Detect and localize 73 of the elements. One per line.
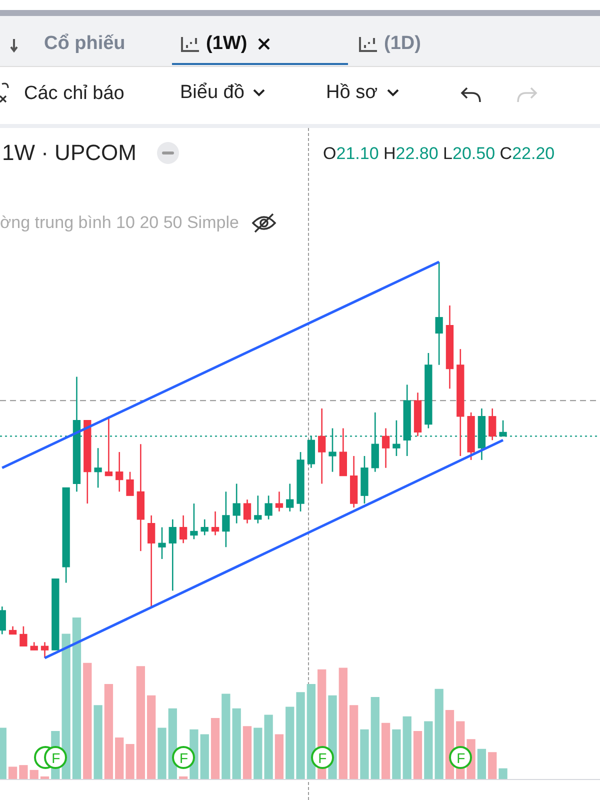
bar <box>328 695 337 780</box>
candlestick <box>275 490 284 512</box>
text: O21.10 H22.80 L20.50 C22.20 <box>323 144 555 163</box>
candlestick <box>286 483 294 512</box>
text: (1W) <box>206 33 248 55</box>
text: Hồ sơ <box>326 82 378 104</box>
chart-title: 1W · UPCOM <box>2 140 136 166</box>
bar <box>115 738 124 780</box>
candlestick <box>168 518 176 592</box>
candlestick <box>116 451 124 492</box>
bar <box>296 692 305 780</box>
candlestick <box>222 490 230 548</box>
bar <box>477 748 486 780</box>
bar <box>8 766 18 780</box>
bar <box>370 696 380 780</box>
candlestick <box>94 447 102 488</box>
bar <box>136 666 146 780</box>
bar <box>147 695 156 780</box>
text: Các chỉ báo <box>24 83 124 105</box>
bar <box>381 722 390 780</box>
bar <box>434 688 444 780</box>
bar <box>222 694 230 780</box>
candlestick <box>190 502 198 540</box>
bar <box>158 728 166 780</box>
bar <box>392 729 401 780</box>
bar <box>402 716 412 780</box>
candlestick <box>243 498 252 524</box>
candlestick <box>435 261 443 366</box>
bar <box>126 744 134 780</box>
candlestick <box>232 483 240 524</box>
bar <box>360 729 369 780</box>
bar <box>349 705 358 780</box>
candlestick <box>148 514 156 608</box>
bar <box>242 726 252 780</box>
candlestick <box>211 510 220 536</box>
candlestick <box>254 494 262 524</box>
annotation: F <box>44 746 68 769</box>
candlestick <box>20 626 28 647</box>
bar <box>83 662 92 780</box>
bar <box>413 731 422 780</box>
annotation: F <box>172 746 196 769</box>
bar <box>306 684 316 780</box>
bar <box>200 734 209 780</box>
bar <box>274 734 284 780</box>
candlestick <box>126 471 134 496</box>
bar <box>264 714 273 780</box>
candlestick <box>488 408 496 441</box>
bar <box>62 634 70 780</box>
annotation: F <box>310 746 334 769</box>
bar <box>19 765 28 780</box>
candlestick <box>200 518 208 536</box>
bar <box>488 752 497 780</box>
bar <box>498 768 508 780</box>
candlestick <box>179 514 188 544</box>
bar <box>254 728 262 780</box>
bar <box>210 718 220 780</box>
annotation: F <box>449 746 472 769</box>
candlestick <box>158 526 166 560</box>
text: ờng trung bình 10 20 50 Simple <box>0 213 239 233</box>
bar <box>424 721 433 780</box>
bar <box>286 706 294 780</box>
bar <box>338 668 348 780</box>
bar <box>104 684 114 780</box>
candlestick <box>318 408 326 484</box>
bar <box>94 705 102 780</box>
candlestick <box>382 428 390 469</box>
text: Cổ phiếu <box>44 33 126 55</box>
candlestick <box>40 642 49 659</box>
text: Biểu đồ <box>180 82 244 104</box>
candlestick <box>264 494 272 520</box>
text: (1D) <box>384 33 421 55</box>
bar <box>232 708 241 780</box>
bar <box>72 618 82 780</box>
